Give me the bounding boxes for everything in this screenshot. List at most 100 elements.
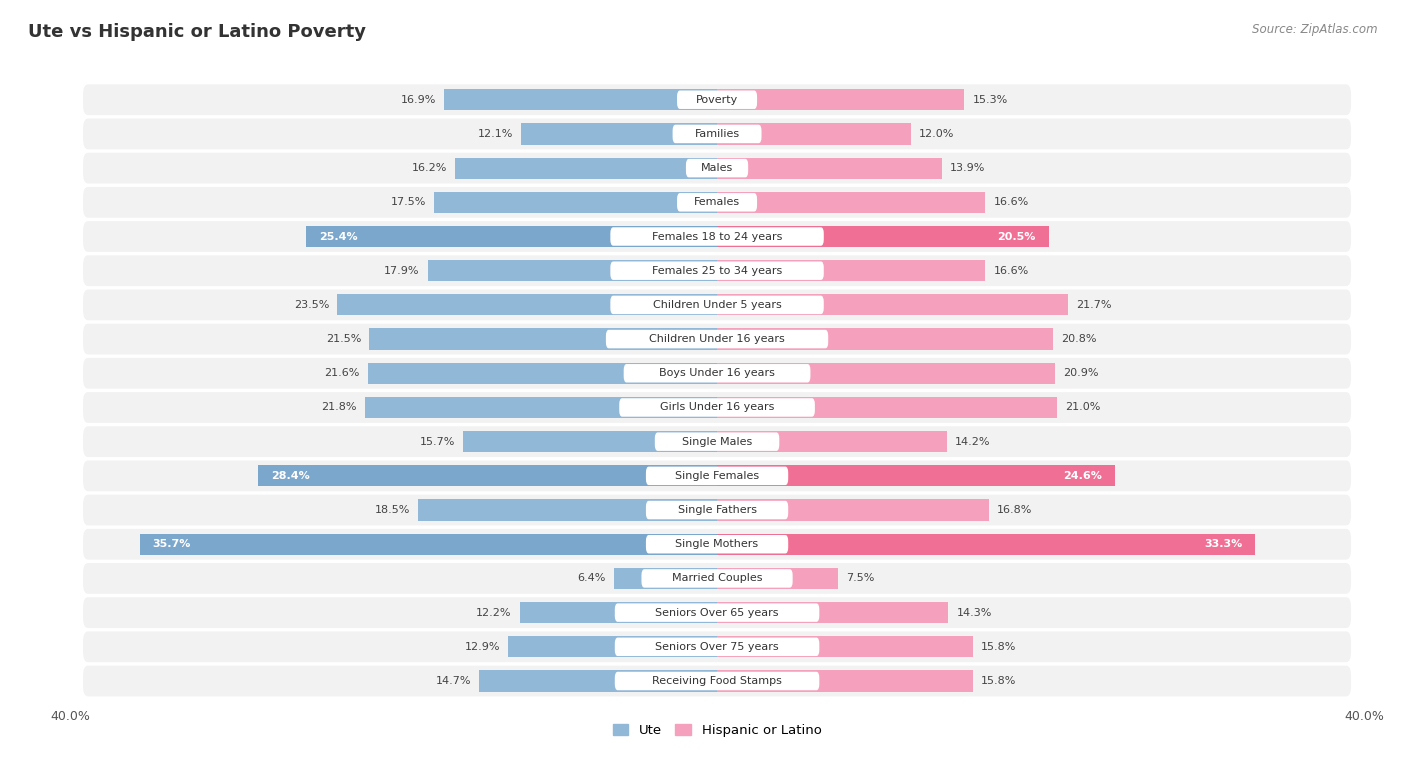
FancyBboxPatch shape [645,467,789,485]
Text: 24.6%: 24.6% [1063,471,1102,481]
Bar [479,670,717,691]
FancyBboxPatch shape [619,398,815,417]
Bar [463,431,717,453]
Text: Boys Under 16 years: Boys Under 16 years [659,368,775,378]
FancyBboxPatch shape [678,193,756,211]
Text: 15.8%: 15.8% [980,676,1017,686]
Bar [444,89,717,111]
Bar [717,602,948,623]
Text: 12.9%: 12.9% [465,642,501,652]
Text: Females 18 to 24 years: Females 18 to 24 years [652,231,782,242]
Text: 17.9%: 17.9% [384,266,419,276]
Bar [427,260,717,281]
Text: 21.0%: 21.0% [1064,402,1099,412]
Text: 21.5%: 21.5% [326,334,361,344]
Bar [418,500,717,521]
Bar [717,226,1049,247]
FancyBboxPatch shape [645,501,789,519]
Text: 16.6%: 16.6% [994,266,1029,276]
Text: 12.0%: 12.0% [920,129,955,139]
Text: Seniors Over 75 years: Seniors Over 75 years [655,642,779,652]
FancyBboxPatch shape [83,631,1351,662]
FancyBboxPatch shape [83,495,1351,525]
Bar [717,568,838,589]
Text: Source: ZipAtlas.com: Source: ZipAtlas.com [1253,23,1378,36]
FancyBboxPatch shape [614,672,820,691]
Text: 13.9%: 13.9% [950,163,986,173]
FancyBboxPatch shape [83,597,1351,628]
Text: 18.5%: 18.5% [374,505,411,515]
FancyBboxPatch shape [83,255,1351,286]
Text: Poverty: Poverty [696,95,738,105]
Text: 15.3%: 15.3% [973,95,1008,105]
Bar [257,465,717,487]
Bar [717,431,946,453]
Bar [717,465,1115,487]
FancyBboxPatch shape [614,637,820,656]
FancyBboxPatch shape [83,324,1351,355]
FancyBboxPatch shape [83,118,1351,149]
FancyBboxPatch shape [83,152,1351,183]
Text: 16.9%: 16.9% [401,95,436,105]
Bar [364,397,717,418]
FancyBboxPatch shape [606,330,828,349]
Text: Females 25 to 34 years: Females 25 to 34 years [652,266,782,276]
FancyBboxPatch shape [83,187,1351,218]
FancyBboxPatch shape [645,535,789,553]
FancyBboxPatch shape [686,159,748,177]
Bar [434,192,717,213]
Text: Single Fathers: Single Fathers [678,505,756,515]
Text: 16.6%: 16.6% [994,197,1029,207]
Text: Males: Males [702,163,733,173]
FancyBboxPatch shape [83,358,1351,389]
Text: 33.3%: 33.3% [1205,539,1243,550]
Text: Girls Under 16 years: Girls Under 16 years [659,402,775,412]
FancyBboxPatch shape [624,364,810,383]
Text: Ute vs Hispanic or Latino Poverty: Ute vs Hispanic or Latino Poverty [28,23,366,41]
Bar [456,158,717,179]
Bar [717,89,965,111]
FancyBboxPatch shape [83,290,1351,321]
FancyBboxPatch shape [83,666,1351,697]
FancyBboxPatch shape [641,569,793,587]
Bar [717,192,986,213]
FancyBboxPatch shape [83,221,1351,252]
Text: Children Under 5 years: Children Under 5 years [652,300,782,310]
Text: Single Mothers: Single Mothers [675,539,759,550]
Text: 28.4%: 28.4% [271,471,309,481]
Text: 12.2%: 12.2% [477,608,512,618]
Bar [307,226,717,247]
Text: 21.7%: 21.7% [1076,300,1112,310]
Text: 20.8%: 20.8% [1062,334,1097,344]
FancyBboxPatch shape [678,90,756,109]
Text: 35.7%: 35.7% [153,539,191,550]
FancyBboxPatch shape [610,262,824,280]
Text: Receiving Food Stamps: Receiving Food Stamps [652,676,782,686]
Text: Seniors Over 65 years: Seniors Over 65 years [655,608,779,618]
Bar [717,362,1054,384]
Bar [717,670,973,691]
Text: 7.5%: 7.5% [846,574,875,584]
FancyBboxPatch shape [614,603,820,622]
Bar [509,636,717,657]
Text: 12.1%: 12.1% [478,129,513,139]
Text: 20.5%: 20.5% [997,231,1036,242]
Text: 25.4%: 25.4% [319,231,359,242]
Bar [717,260,986,281]
Text: 14.2%: 14.2% [955,437,990,446]
Bar [522,124,717,145]
FancyBboxPatch shape [83,426,1351,457]
Bar [717,158,942,179]
Bar [717,397,1057,418]
Bar [717,124,911,145]
Bar [370,328,717,349]
Bar [520,602,717,623]
Bar [717,636,973,657]
Text: 17.5%: 17.5% [391,197,426,207]
Text: Single Females: Single Females [675,471,759,481]
Text: 16.2%: 16.2% [412,163,447,173]
FancyBboxPatch shape [672,125,762,143]
FancyBboxPatch shape [83,460,1351,491]
Bar [139,534,717,555]
Text: 14.3%: 14.3% [956,608,991,618]
